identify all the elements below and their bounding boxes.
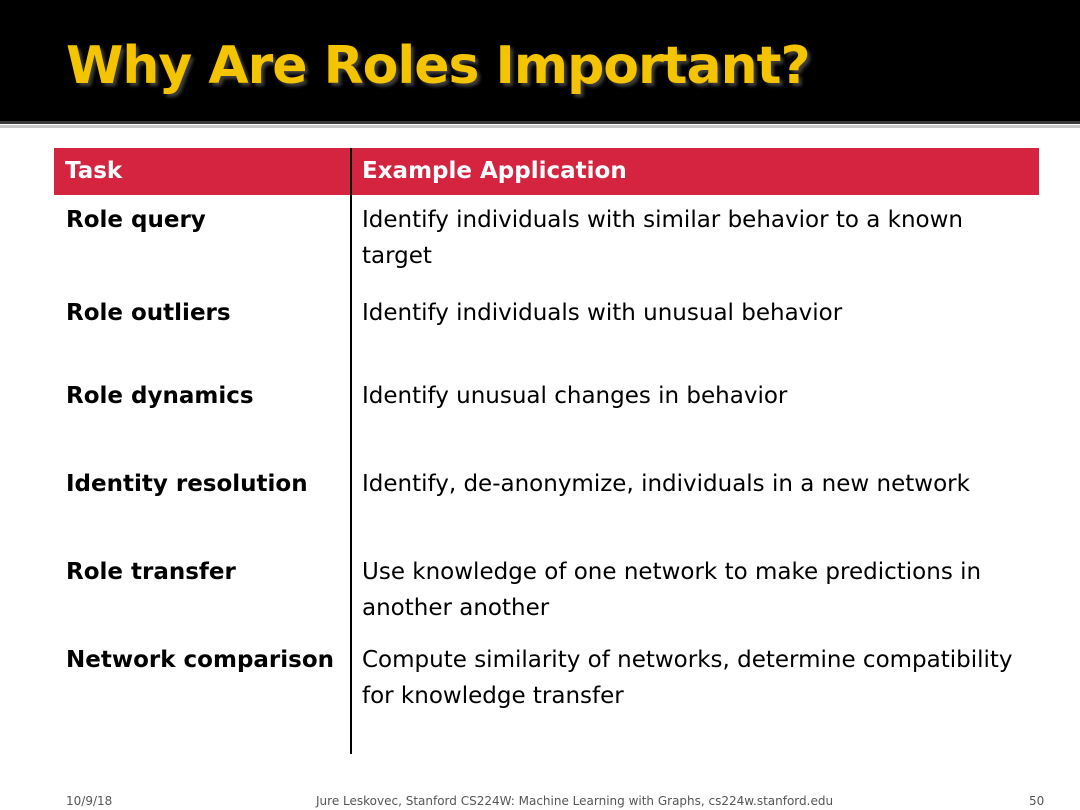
task-role-transfer: Role transfer <box>66 559 236 585</box>
title-divider-dark <box>0 121 1080 124</box>
column-divider <box>350 148 352 754</box>
task-role-outliers: Role outliers <box>66 300 231 326</box>
task-network-comparison: Network comparison <box>66 647 335 673</box>
footer-credit: Jure Leskovec, Stanford CS224W: Machine … <box>316 794 834 808</box>
header-task: Task <box>65 158 123 184</box>
task-identity-resolution: Identity resolution <box>66 471 308 497</box>
title-bar: Why Are Roles Important? <box>0 0 1080 121</box>
header-example-application: Example Application <box>362 158 627 184</box>
table-header: Task Example Application <box>54 148 1039 195</box>
application-role-query: Identify individuals with similar behavi… <box>362 207 963 269</box>
application-role-transfer: Use knowledge of one network to make pre… <box>362 559 982 621</box>
slide-title: Why Are Roles Important? <box>66 36 811 96</box>
task-role-query: Role query <box>66 207 206 233</box>
footer-date: 10/9/18 <box>66 794 113 808</box>
footer-page-number: 50 <box>1029 794 1045 808</box>
application-network-comparison: Compute similarity of networks, determin… <box>362 647 1013 709</box>
title-divider-light <box>0 125 1080 128</box>
application-identity-resolution: Identify, de-anonymize, individuals in a… <box>362 471 970 497</box>
task-role-dynamics: Role dynamics <box>66 383 254 409</box>
application-role-dynamics: Identify unusual changes in behavior <box>362 383 788 409</box>
application-role-outliers: Identify individuals with unusual behavi… <box>362 300 843 326</box>
